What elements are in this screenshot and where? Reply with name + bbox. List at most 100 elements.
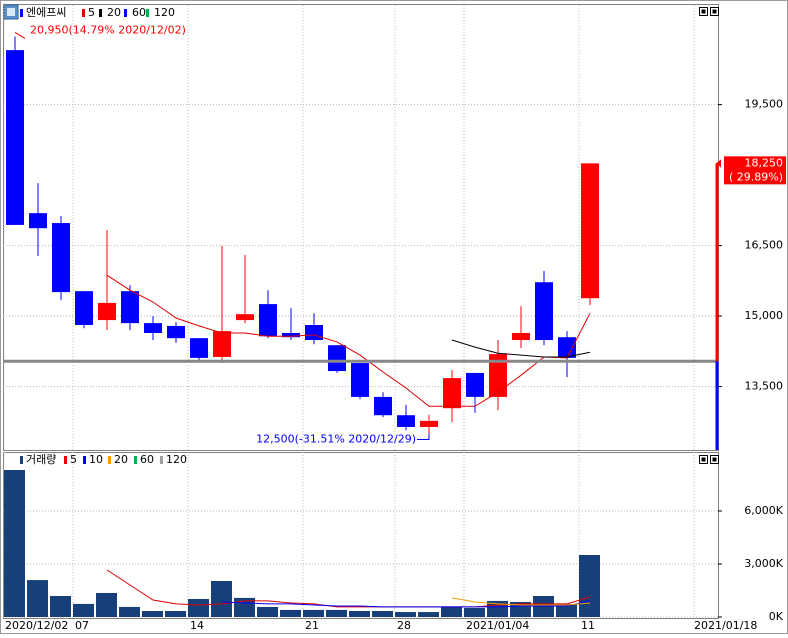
legend-label: 20 — [107, 6, 121, 19]
y-tick-label: 0K — [769, 610, 784, 623]
volume-bar — [119, 606, 140, 617]
price-tag-pointer — [716, 159, 721, 168]
legend-marker — [20, 456, 23, 464]
legend-marker — [124, 9, 127, 17]
moving-average-line — [451, 597, 591, 606]
volume-bar — [142, 610, 163, 617]
candle-body — [581, 163, 599, 299]
candle-body — [236, 314, 254, 321]
window-buttons[interactable] — [699, 7, 719, 464]
volume-bar — [73, 603, 94, 617]
candle-body — [443, 378, 461, 409]
legend-label: 5 — [88, 6, 95, 19]
volume-panel — [3, 452, 719, 619]
legend-label: 120 — [166, 453, 187, 466]
candle-body — [167, 325, 185, 339]
candle-body — [397, 415, 415, 427]
y-tick-label: 13,500 — [745, 380, 784, 393]
volume-bar — [50, 595, 71, 617]
candle-body — [282, 332, 300, 338]
legend-label: 20 — [114, 453, 128, 466]
volume-bar — [4, 470, 25, 617]
volume-bar — [96, 592, 117, 617]
volume-bar — [303, 609, 324, 617]
max-annotation: 20,950(14.79% 2020/12/02) — [30, 23, 186, 36]
candle-body — [558, 337, 576, 358]
legend-marker — [83, 456, 86, 464]
volume-bar — [326, 609, 347, 617]
candle-body — [305, 325, 323, 341]
legend-label: 10 — [89, 453, 103, 466]
legend-title: 거래량 — [26, 453, 56, 466]
price-tag — [724, 156, 786, 185]
candle-body — [98, 302, 116, 321]
volume-bar — [372, 610, 393, 617]
x-tick-label: 2021/01/18 — [694, 619, 757, 632]
max-arrow — [14, 32, 26, 39]
x-tick-label: 07 — [75, 619, 89, 632]
price-tag-change: ( 29.89%) — [729, 170, 783, 183]
candle-body — [6, 50, 24, 225]
candle-body — [535, 282, 553, 341]
price-panel-icon — [3, 4, 19, 20]
y-tick-label: 19,500 — [745, 98, 784, 111]
legend-marker — [99, 9, 102, 17]
candle-body — [121, 291, 139, 324]
legend-label: 5 — [70, 453, 77, 466]
candle-body — [374, 396, 392, 416]
candle-body — [351, 363, 369, 397]
x-tick-label: 14 — [190, 619, 204, 632]
legend-label: 60 — [140, 453, 154, 466]
candle-body — [29, 213, 47, 229]
x-tick-label: 28 — [397, 619, 411, 632]
legend-marker — [82, 9, 85, 17]
x-tick-label: 21 — [305, 619, 319, 632]
legend-label: 120 — [154, 6, 175, 19]
volume-bar — [257, 606, 278, 617]
legend-title: 엔에프씨 — [26, 6, 66, 19]
legend-marker — [134, 456, 137, 464]
volume-bar — [556, 603, 577, 617]
x-tick-label: 11 — [581, 619, 595, 632]
moving-average-line — [221, 600, 591, 608]
price-tag-label: 18,250 — [745, 156, 784, 169]
y-tick-label: 16,500 — [745, 239, 784, 252]
legend-marker — [108, 456, 111, 464]
min-arrow — [417, 433, 430, 441]
volume-bar — [579, 554, 600, 617]
volume-bar — [188, 598, 209, 617]
candle-body — [420, 420, 438, 427]
volume-bar — [165, 610, 186, 617]
volume-bar — [441, 606, 462, 617]
x-tick-label: 2020/12/02 — [5, 619, 68, 632]
y-tick-label: 15,000 — [745, 309, 784, 322]
y-tick-label: 3,000K — [744, 557, 783, 570]
volume-bar — [349, 610, 370, 617]
candle-body — [190, 338, 208, 358]
volume-bar — [395, 612, 416, 617]
candle-body — [52, 223, 70, 293]
legend-marker — [20, 9, 23, 17]
volume-bar — [464, 607, 485, 617]
y-tick-label: 6,000K — [744, 504, 783, 517]
candle-body — [144, 323, 162, 333]
volume-bar — [211, 580, 232, 617]
legend-label: 60 — [132, 6, 146, 19]
candle-body — [466, 372, 484, 397]
candle-body — [489, 354, 507, 397]
min-annotation: 12,500(-31.51% 2020/12/29) — [256, 433, 416, 446]
volume-bar — [27, 580, 48, 617]
volume-bar — [418, 612, 439, 617]
candle-body — [259, 304, 277, 337]
moving-average-line — [451, 339, 591, 358]
candle-body — [328, 345, 346, 372]
moving-average-line — [106, 274, 591, 407]
volume-bar — [280, 609, 301, 617]
legend-marker — [64, 456, 67, 464]
legend-marker — [160, 456, 163, 464]
candle-body — [213, 331, 231, 357]
x-tick-label: 2021/01/04 — [466, 619, 529, 632]
candle-body — [75, 291, 93, 326]
